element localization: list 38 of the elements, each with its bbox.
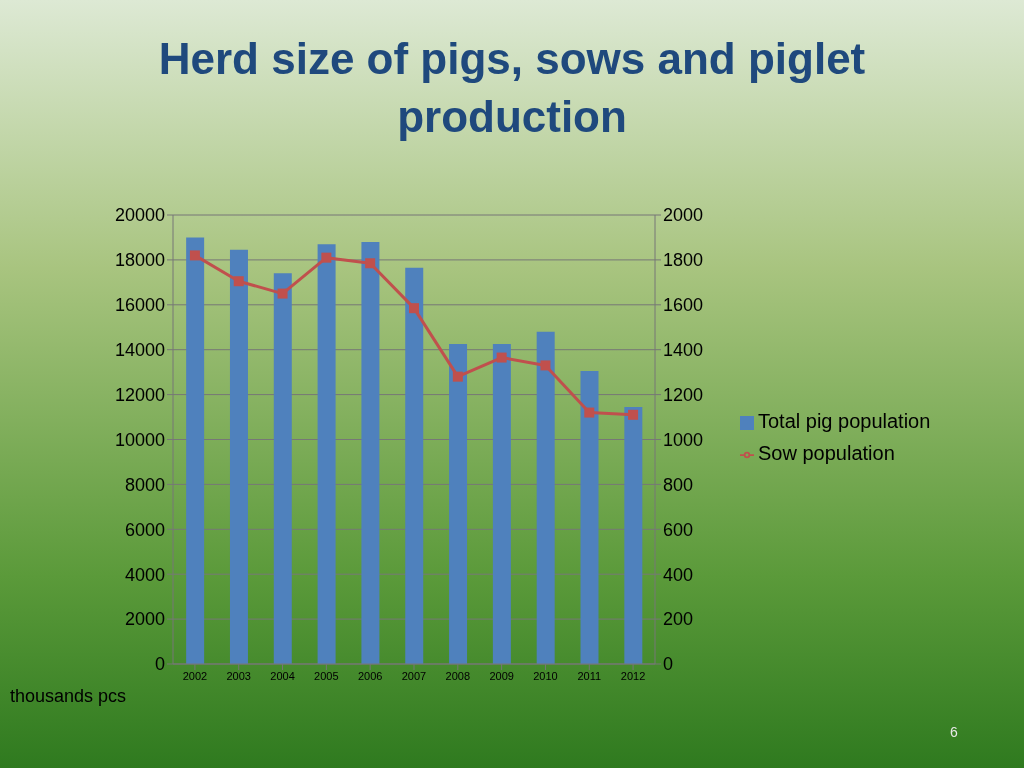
- y-tick-label: 20000: [114, 205, 165, 226]
- y2-tick-label: 800: [663, 474, 694, 495]
- chart-title: Herd size of pigs, sows and piglet production: [157, 33, 867, 143]
- y-tick-label: 18000: [114, 250, 165, 271]
- y-tick-label: 14000: [114, 340, 165, 361]
- x-tick-label: 2011: [577, 669, 602, 682]
- x-tick-label: 2005: [314, 669, 339, 682]
- y2-tick-label: 1600: [663, 295, 704, 316]
- legend-label: Sow population: [758, 442, 895, 464]
- x-tick-label: 2007: [401, 669, 427, 682]
- x-tick-label: 2006: [357, 669, 383, 682]
- y-tick-label: 0: [154, 654, 165, 675]
- legend-label: Total pig population: [758, 410, 931, 432]
- y2-tick-label: 400: [663, 564, 694, 585]
- y2-tick-label: 1800: [663, 250, 704, 271]
- x-tick-label: 2012: [620, 669, 646, 682]
- x-tick-label: 2004: [270, 669, 295, 682]
- y-tick-label: 10000: [114, 429, 165, 450]
- y-tick-label: 16000: [114, 295, 165, 316]
- x-tick-label: 2008: [445, 669, 471, 682]
- y2-tick-label: 1400: [663, 340, 704, 361]
- y2-tick-label: 1200: [663, 384, 704, 405]
- y2-tick-label: 600: [663, 519, 694, 540]
- y-tick-label: 12000: [114, 384, 165, 405]
- text: 6: [950, 724, 958, 740]
- y2-tick-label: 2000: [663, 205, 704, 226]
- y-tick-label: 6000: [124, 519, 165, 540]
- y2-tick-label: 1000: [663, 429, 704, 450]
- y-tick-label: 8000: [124, 474, 165, 495]
- x-tick-label: 2009: [489, 669, 514, 682]
- y2-tick-label: 0: [663, 654, 674, 675]
- x-tick-label: 2010: [533, 669, 558, 682]
- x-tick-label: 2003: [226, 669, 251, 682]
- y-tick-label: 4000: [124, 564, 165, 585]
- y2-tick-label: 200: [663, 609, 694, 630]
- text: thousands pcs: [10, 686, 127, 707]
- x-tick-label: 2002: [182, 669, 208, 682]
- y-tick-label: 2000: [124, 609, 165, 630]
